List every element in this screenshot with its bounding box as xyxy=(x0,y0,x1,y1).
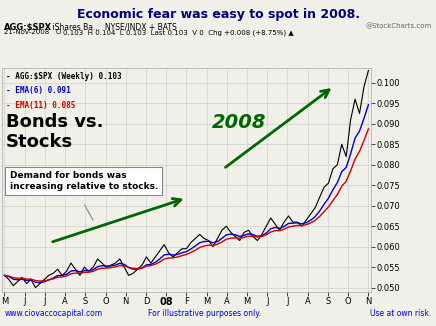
Text: AGG:$SPX: AGG:$SPX xyxy=(4,23,52,32)
Text: - EMA(6) 0.091: - EMA(6) 0.091 xyxy=(6,86,71,95)
Text: - EMA(11) 0.085: - EMA(11) 0.085 xyxy=(6,101,75,110)
Text: 21-Nov-2008   O: 21-Nov-2008 O xyxy=(4,29,64,35)
Text: Bonds vs.
Stocks: Bonds vs. Stocks xyxy=(6,113,103,151)
Text: For illustrative purposes only.: For illustrative purposes only. xyxy=(148,309,262,318)
Text: Demand for bonds was
increasing relative to stocks.: Demand for bonds was increasing relative… xyxy=(10,171,158,191)
Text: @StockCharts.com: @StockCharts.com xyxy=(365,23,432,29)
Text: Economic fear was easy to spot in 2008.: Economic fear was easy to spot in 2008. xyxy=(76,8,360,21)
Text: www.ciovaccocapital.com: www.ciovaccocapital.com xyxy=(4,309,102,318)
Text: 2008: 2008 xyxy=(212,113,267,132)
Text: iShares Ba...  NYSE/INDX + BATS: iShares Ba... NYSE/INDX + BATS xyxy=(50,23,177,32)
Text: Use at own risk.: Use at own risk. xyxy=(371,309,432,318)
Text: - AGG:$SPX (Weekly) 0.103: - AGG:$SPX (Weekly) 0.103 xyxy=(6,72,122,81)
Text: 0.103  H 0.104  L 0.103  Last 0.103  V 0  Chg +0.008 (+8.75%) ▲: 0.103 H 0.104 L 0.103 Last 0.103 V 0 Chg… xyxy=(63,29,294,36)
